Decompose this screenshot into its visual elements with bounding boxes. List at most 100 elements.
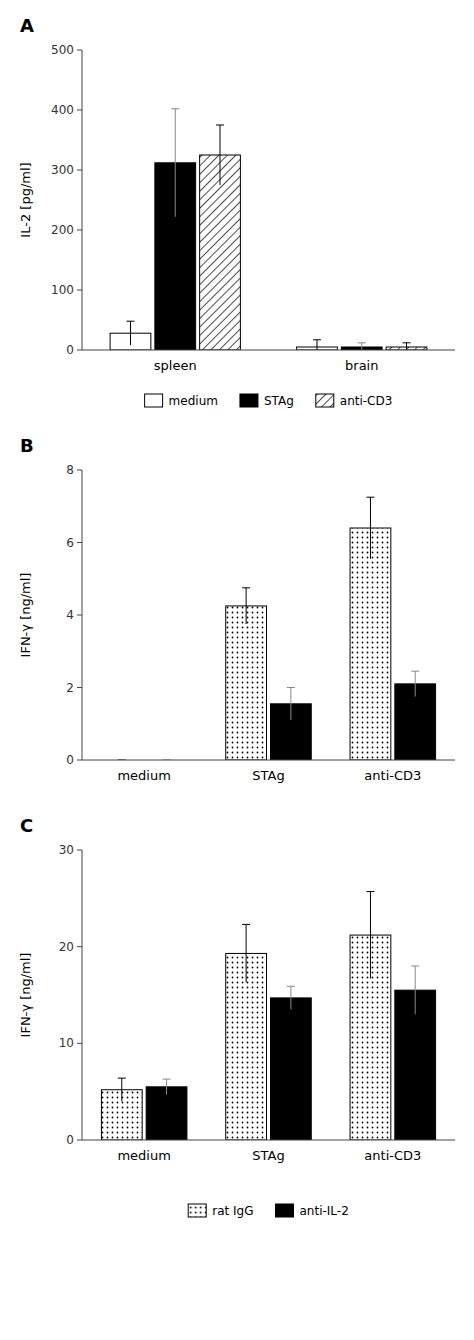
y-tick-label: 400 — [51, 103, 74, 117]
legend-swatch — [240, 394, 258, 407]
x-tick-label: STAg — [252, 768, 284, 783]
error-bar — [126, 321, 134, 345]
legend-item: rat IgG — [188, 1204, 253, 1218]
y-tick-label: 200 — [51, 223, 74, 237]
error-cap — [403, 342, 411, 343]
error-line — [175, 109, 176, 217]
legend-swatch — [316, 394, 334, 407]
y-tick — [77, 470, 82, 471]
bars — [118, 497, 436, 760]
legend-label: rat IgG — [212, 1204, 253, 1218]
y-tick-label: 0 — [66, 753, 74, 767]
x-tick-label: spleen — [154, 358, 197, 373]
y-tick-label: 4 — [66, 608, 74, 622]
figure: A0100200300400500IL-2 [pg/ml]spleenbrain… — [0, 0, 474, 1340]
error-line — [415, 671, 416, 696]
x-tick-label: medium — [117, 1148, 170, 1163]
x-tick-label: medium — [117, 768, 170, 783]
y-axis — [82, 470, 83, 760]
y-tick-label: 500 — [51, 43, 74, 57]
legend-swatch — [145, 394, 163, 407]
legend-label: anti-CD3 — [340, 394, 393, 408]
error-bar — [242, 924, 250, 982]
y-tick — [77, 946, 82, 947]
error-bar — [242, 588, 250, 624]
bar — [271, 998, 312, 1140]
y-tick — [77, 760, 82, 761]
y-tick-label: 2 — [66, 681, 74, 695]
error-bar — [403, 343, 411, 350]
y-tick — [77, 50, 82, 51]
error-cap — [242, 587, 250, 588]
error-cap — [171, 108, 179, 109]
error-line — [370, 497, 371, 559]
y-tick — [77, 290, 82, 291]
y-tick — [77, 170, 82, 171]
error-cap — [118, 1078, 126, 1079]
x-axis — [82, 1140, 455, 1141]
bar — [226, 606, 267, 760]
x-axis — [82, 760, 455, 761]
error-line — [130, 321, 131, 345]
y-tick — [77, 615, 82, 616]
y-axis-label: IFN-γ [ng/ml] — [18, 573, 33, 658]
x-tick-label: brain — [345, 358, 378, 373]
error-cap — [313, 339, 321, 340]
y-tick-label: 20 — [59, 940, 74, 954]
error-bar — [313, 340, 321, 350]
error-cap — [242, 924, 250, 925]
error-line — [246, 588, 247, 624]
panel: B02468IFN-γ [ng/ml]mediumSTAganti-CD3 — [18, 435, 455, 783]
panel-label: B — [20, 435, 34, 456]
error-line — [220, 125, 221, 185]
error-bar — [216, 125, 224, 185]
error-cap — [358, 342, 366, 343]
y-tick-label: 100 — [51, 283, 74, 297]
panel-label: C — [20, 815, 33, 836]
error-line — [415, 966, 416, 1014]
error-line — [246, 924, 247, 982]
y-tick — [77, 1043, 82, 1044]
legend-item: anti-IL-2 — [275, 1204, 348, 1218]
error-cap — [126, 321, 134, 322]
y-tick-label: 0 — [66, 1133, 74, 1147]
error-line — [290, 688, 291, 721]
y-tick — [77, 850, 82, 851]
error-bar — [287, 986, 295, 1009]
legend-item: medium — [145, 394, 218, 408]
legend-swatch — [275, 1204, 293, 1217]
legend-label: STAg — [264, 394, 294, 408]
y-tick-label: 30 — [59, 843, 74, 857]
panel: A0100200300400500IL-2 [pg/ml]spleenbrain — [18, 15, 455, 373]
legend-item: STAg — [240, 394, 294, 408]
error-bar — [171, 109, 179, 217]
error-line — [361, 343, 362, 350]
error-cap — [287, 986, 295, 987]
bar — [350, 528, 391, 760]
y-tick-label: 0 — [66, 343, 74, 357]
error-line — [290, 986, 291, 1009]
error-cap — [216, 125, 224, 126]
error-cap — [411, 671, 419, 672]
legend-label: anti-IL-2 — [299, 1204, 348, 1218]
bars — [101, 892, 435, 1140]
error-bar — [366, 892, 374, 979]
y-axis — [82, 850, 83, 1140]
panel: C0102030IFN-γ [ng/ml]mediumSTAganti-CD3 — [18, 815, 455, 1163]
legend: medium STAg anti-CD3 — [145, 394, 393, 408]
y-axis-label: IL-2 [pg/ml] — [18, 162, 33, 237]
y-tick — [77, 1140, 82, 1141]
error-bar — [287, 688, 295, 721]
legend-swatch — [188, 1204, 206, 1217]
error-cap — [366, 891, 374, 892]
legend-item: anti-CD3 — [316, 394, 393, 408]
bars — [110, 109, 427, 350]
error-cap — [411, 966, 419, 967]
x-tick-label: anti-CD3 — [364, 1148, 421, 1163]
error-cap — [287, 687, 295, 688]
y-tick-label: 10 — [59, 1036, 74, 1050]
error-line — [316, 340, 317, 350]
y-tick — [77, 230, 82, 231]
y-tick — [77, 687, 82, 688]
legend: rat IgG anti-IL-2 — [188, 1204, 349, 1218]
